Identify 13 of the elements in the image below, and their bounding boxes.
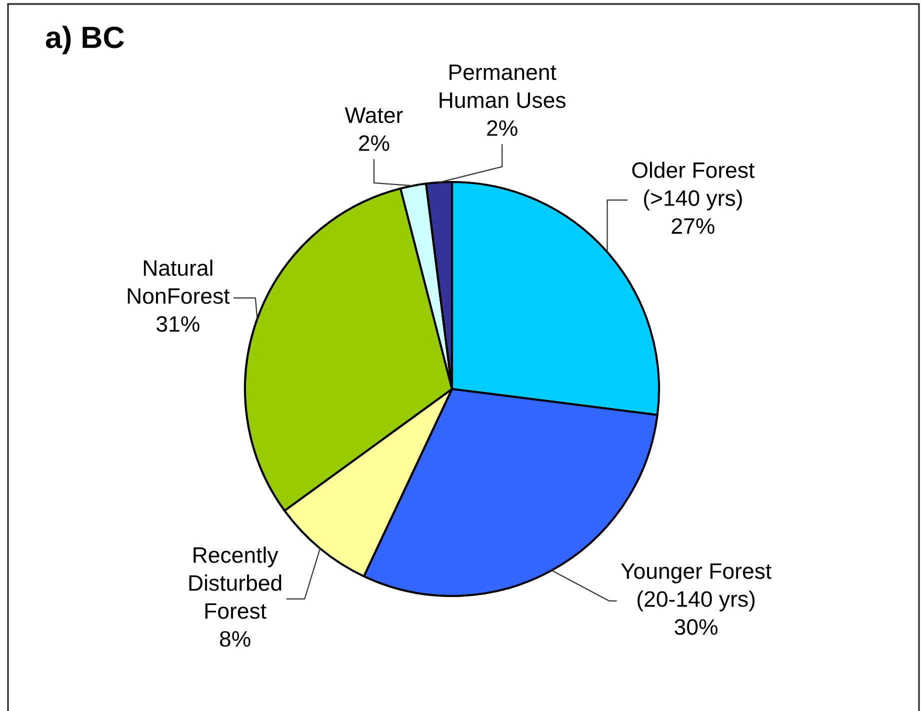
data-label: 2% — [359, 135, 390, 151]
data-label: 30% — [674, 619, 718, 635]
data-label: 8% — [220, 631, 250, 647]
slice-label: Permanent Human Uses — [440, 64, 566, 108]
slice-label: Water — [344, 108, 403, 124]
data-label: 2% — [487, 120, 518, 136]
data-label: 31% — [156, 316, 200, 332]
slice-label: Older Forest (>140 yrs) — [632, 162, 755, 210]
data-label: 27% — [672, 218, 714, 234]
slice-label: Recently Disturbed Forest — [189, 546, 282, 619]
slice-label: Younger Forest (20-140 yrs) — [620, 563, 772, 612]
slice-label: Natural NonForest — [128, 260, 230, 304]
chart-title: a) BC — [46, 26, 124, 54]
